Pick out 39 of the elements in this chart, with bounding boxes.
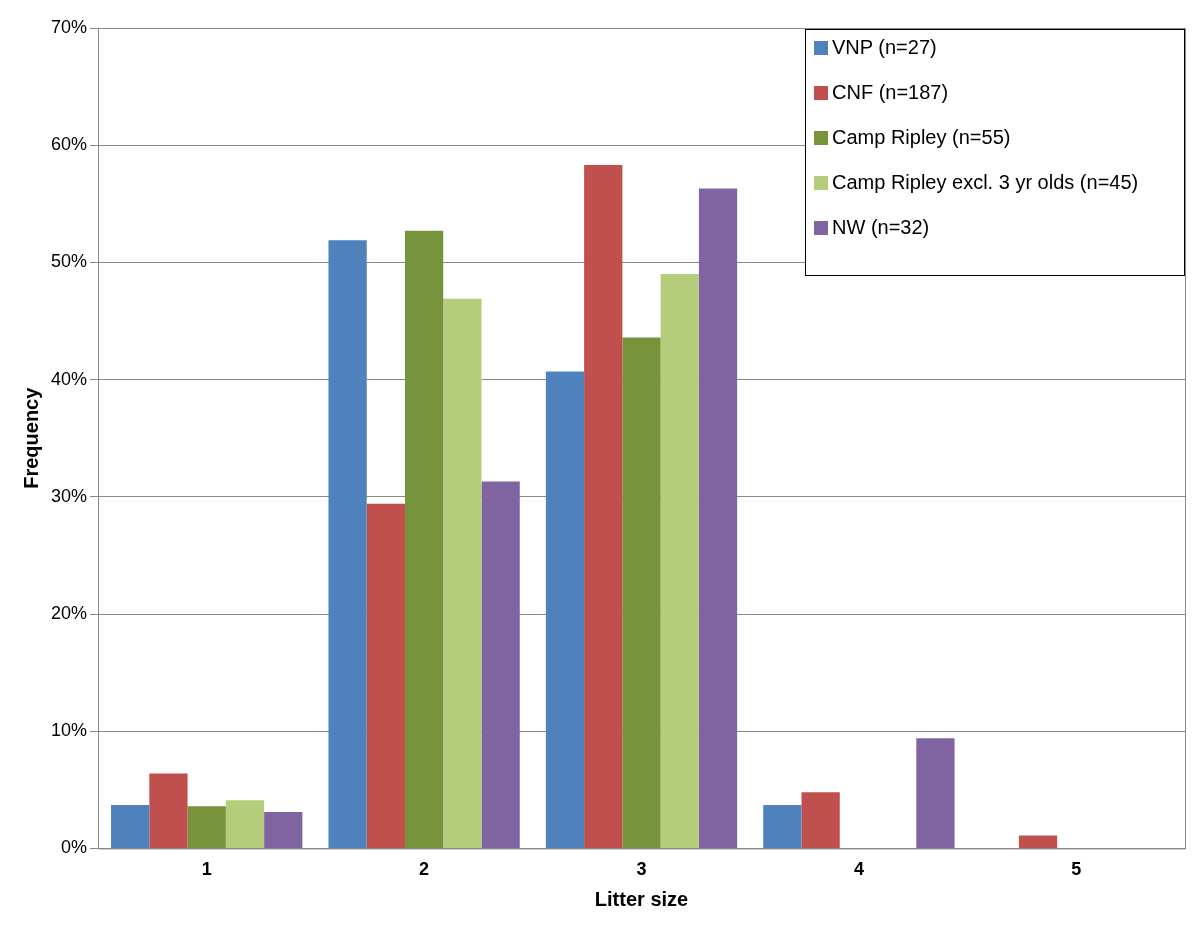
bar (149, 773, 188, 848)
bar (225, 800, 265, 848)
bar (1018, 835, 1058, 848)
x-tick-label: 2 (419, 859, 430, 880)
bar (660, 274, 699, 848)
bar (328, 240, 367, 848)
y-tick-label: 10% (51, 720, 88, 741)
y-tick-label: 40% (51, 368, 88, 389)
y-tick-label: 70% (51, 16, 88, 37)
y-axis-title: Frequency (19, 386, 42, 489)
legend-label: NW (n=32) (832, 216, 930, 239)
bar (481, 481, 520, 848)
legend-label: Camp Ripley excl. 3 yr olds (n=45) (832, 171, 1139, 194)
x-tick-label: 4 (853, 859, 864, 880)
bar (366, 503, 405, 848)
bar (698, 188, 738, 848)
legend-label: Camp Ripley (n=55) (832, 126, 1011, 149)
x-tick-label: 3 (636, 859, 647, 880)
y-tick-label: 20% (51, 602, 88, 623)
bar (916, 738, 955, 848)
bar (584, 165, 623, 848)
bar (545, 371, 585, 848)
bar (111, 805, 150, 848)
legend-label: CNF (n=187) (832, 81, 949, 104)
bar (187, 806, 226, 848)
y-tick-label: 0% (61, 837, 88, 858)
bar (404, 230, 444, 848)
bar (443, 298, 482, 848)
y-tick-label: 50% (51, 251, 88, 272)
x-tick-label: 1 (201, 859, 212, 880)
y-tick-label: 30% (51, 485, 88, 506)
bar (622, 337, 661, 848)
bar (763, 805, 802, 848)
bar (801, 792, 840, 848)
y-tick-label: 60% (51, 134, 88, 155)
x-tick-label: 5 (1071, 859, 1082, 880)
legend-label: VNP (n=27) (832, 36, 937, 59)
x-axis-title: Litter size (594, 887, 689, 910)
bar (264, 812, 303, 848)
